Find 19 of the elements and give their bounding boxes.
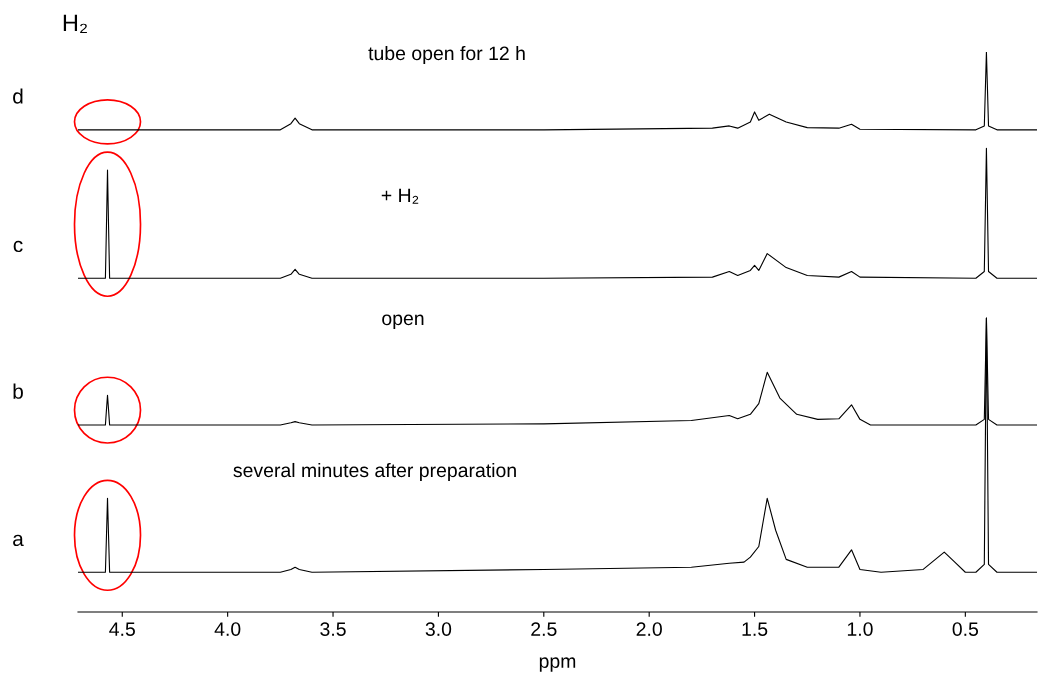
x-tick-label: 2.0 bbox=[636, 622, 662, 636]
x-tick-label: 4.0 bbox=[214, 622, 241, 636]
annotation: several minutes after preparation bbox=[233, 462, 516, 482]
annotation: open bbox=[382, 314, 424, 330]
x-tick-label: 4.5 bbox=[109, 622, 135, 636]
x-axis-title: ppm bbox=[539, 657, 576, 672]
x-tick-label: 1.0 bbox=[847, 622, 873, 636]
text: b bbox=[13, 383, 23, 399]
x-tick-label: 2.5 bbox=[531, 622, 557, 636]
annotation: tube open for 12 h bbox=[368, 45, 525, 65]
x-tick-label: 1.5 bbox=[742, 622, 768, 636]
x-tick-label: 0.5 bbox=[952, 622, 979, 636]
text: a bbox=[13, 534, 24, 547]
x-tick-label: 3.0 bbox=[425, 622, 452, 636]
text: c bbox=[13, 240, 23, 253]
x-tick-label: 3.5 bbox=[320, 622, 346, 636]
text: H₂ bbox=[63, 14, 87, 34]
annotation: + H₂ bbox=[381, 188, 419, 204]
text: d bbox=[13, 88, 23, 104]
